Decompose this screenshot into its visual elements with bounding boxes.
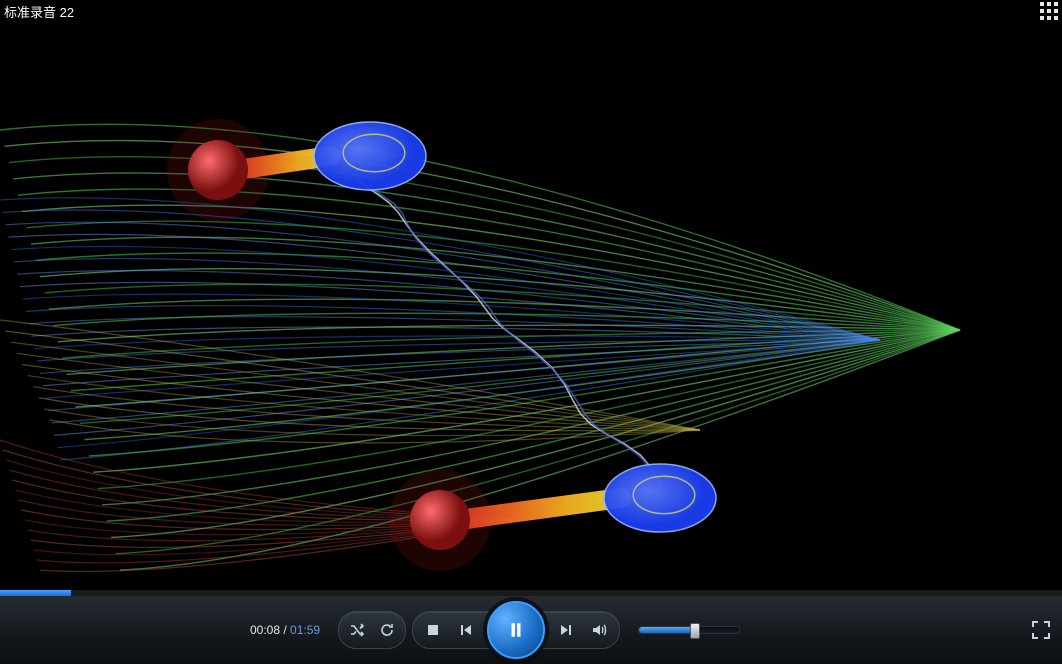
volume-button[interactable] bbox=[589, 620, 609, 640]
volume-slider[interactable] bbox=[638, 626, 740, 634]
player-controls: 00:08 / 01:59 bbox=[0, 596, 1062, 664]
fullscreen-button[interactable] bbox=[1030, 619, 1052, 641]
transport-button-group bbox=[412, 611, 620, 649]
window-title: 标准录音 22 bbox=[4, 2, 74, 21]
next-button[interactable] bbox=[555, 620, 575, 640]
previous-button[interactable] bbox=[457, 620, 477, 640]
time-display: 00:08 / 01:59 bbox=[250, 623, 320, 637]
shuffle-button[interactable] bbox=[347, 620, 367, 640]
play-pause-button[interactable] bbox=[487, 601, 545, 659]
current-time: 00:08 bbox=[250, 623, 280, 637]
volume-control bbox=[630, 626, 740, 634]
repeat-button[interactable] bbox=[377, 620, 397, 640]
duration: 01:59 bbox=[290, 623, 320, 637]
mode-button-group bbox=[338, 611, 406, 649]
view-grid-icon[interactable] bbox=[1040, 2, 1058, 20]
volume-thumb[interactable] bbox=[690, 623, 700, 639]
volume-fill bbox=[639, 627, 694, 633]
visualization-canvas bbox=[0, 0, 1062, 590]
stop-button[interactable] bbox=[423, 620, 443, 640]
